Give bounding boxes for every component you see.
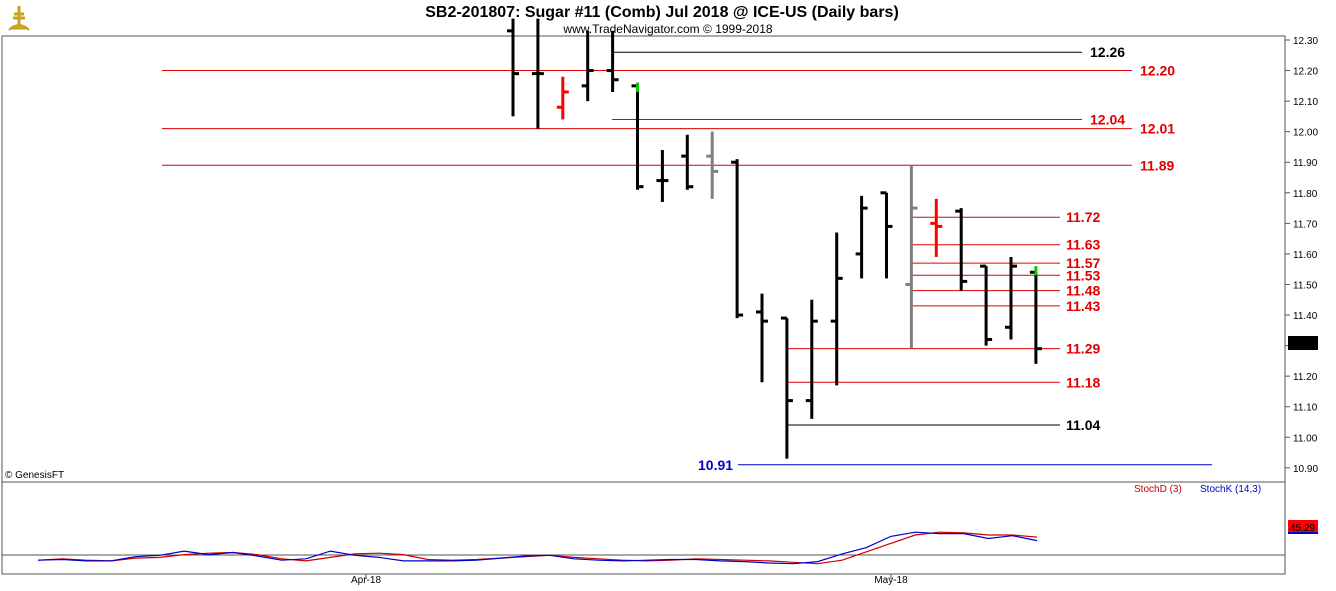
level-label: 11.53 <box>1066 267 1100 283</box>
level-label: 10.91 <box>698 457 733 473</box>
ohlc-bar <box>581 30 594 102</box>
ohlc-bar <box>531 18 544 129</box>
level-label: 11.48 <box>1066 283 1100 299</box>
ohlc-bar <box>1005 256 1017 340</box>
price-axis: 12.30 12.20 12.10 12.00 11.90 11.80 11.70 11.60… <box>1285 36 1318 475</box>
y-tick-label: 11.20 <box>1293 372 1318 383</box>
x-tick-label: Apr-18 <box>351 575 381 586</box>
ohlc-bar <box>955 208 968 291</box>
level-label: 11.57 <box>1066 255 1100 271</box>
level-label: 11.43 <box>1066 298 1100 314</box>
level-label: 12.26 <box>1090 44 1125 60</box>
level-label: 11.29 <box>1066 341 1100 357</box>
y-tick-label: 11.00 <box>1293 433 1318 444</box>
level-label: 11.89 <box>1140 157 1174 173</box>
ohlc-bar <box>980 264 993 346</box>
ohlc-bar <box>756 293 768 383</box>
ohlc-bar <box>507 18 519 117</box>
level-label: 12.01 <box>1140 121 1175 137</box>
chart-subtitle: www.TradeNavigator.com © 1999-2018 <box>562 22 772 36</box>
chart-title: SB2-201807: Sugar #11 (Comb) Jul 2018 @ … <box>425 4 899 21</box>
stoch-line <box>37 531 1038 565</box>
last-stoch-marker: 45.29 <box>1288 520 1318 534</box>
last-stoch-label: 45.29 <box>1290 523 1315 534</box>
ohlc-bar <box>805 299 818 419</box>
price-panel <box>1 35 1286 483</box>
y-tick-label: 11.70 <box>1293 219 1318 230</box>
last-price-marker: 11.29 <box>1288 336 1318 350</box>
ohlc-bar <box>830 232 843 386</box>
last-price-label: 11.29 <box>1290 339 1315 350</box>
stochd-legend: StochD (3) <box>1134 484 1182 495</box>
y-tick-label: 11.50 <box>1293 280 1318 291</box>
y-tick-label: 10.90 <box>1293 464 1318 475</box>
ohlc-bar <box>606 30 619 92</box>
y-tick-label: 12.30 <box>1293 36 1318 47</box>
level-label: 11.04 <box>1066 417 1100 433</box>
y-tick-label: 12.20 <box>1293 67 1318 78</box>
x-tick-label: May-18 <box>874 575 908 586</box>
stochastic-lines <box>37 531 1038 565</box>
y-tick-label: 11.60 <box>1293 250 1318 261</box>
oscillator-panel <box>1 481 1286 575</box>
y-tick-label: 11.80 <box>1293 189 1318 200</box>
ohlc-bar <box>731 159 744 319</box>
ohlc-bar <box>930 198 943 257</box>
y-tick-label: 12.00 <box>1293 128 1318 139</box>
level-label: 11.63 <box>1066 237 1100 253</box>
level-label: 12.04 <box>1090 111 1125 127</box>
ohlc-bar <box>656 150 669 202</box>
stochk-legend: StochK (14,3) <box>1200 484 1261 495</box>
date-axis: Apr-18 May-18 <box>351 574 908 586</box>
level-label: 11.72 <box>1066 209 1100 225</box>
y-tick-label: 11.40 <box>1293 311 1318 322</box>
level-label: 11.18 <box>1066 374 1100 390</box>
y-tick-label: 11.10 <box>1293 403 1318 414</box>
ohlc-bar <box>905 165 918 349</box>
y-tick-label: 11.90 <box>1293 158 1318 169</box>
ohlc-bar <box>780 316 793 459</box>
ohlc-bars <box>507 18 1042 459</box>
watermark: © GenesisFT <box>5 470 64 481</box>
ohlc-bar <box>556 76 569 120</box>
ohlc-bar <box>681 134 694 190</box>
ohlc-bar <box>880 191 893 279</box>
price-levels: 12.26 12.20 12.04 12.01 11.89 11.72 11.63 11.57… <box>162 44 1212 473</box>
genesis-logo-icon <box>4 4 34 34</box>
y-tick-label: 12.10 <box>1293 97 1318 108</box>
level-label: 12.20 <box>1140 63 1175 79</box>
ohlc-bar <box>855 195 868 279</box>
ohlc-bar <box>706 131 719 199</box>
